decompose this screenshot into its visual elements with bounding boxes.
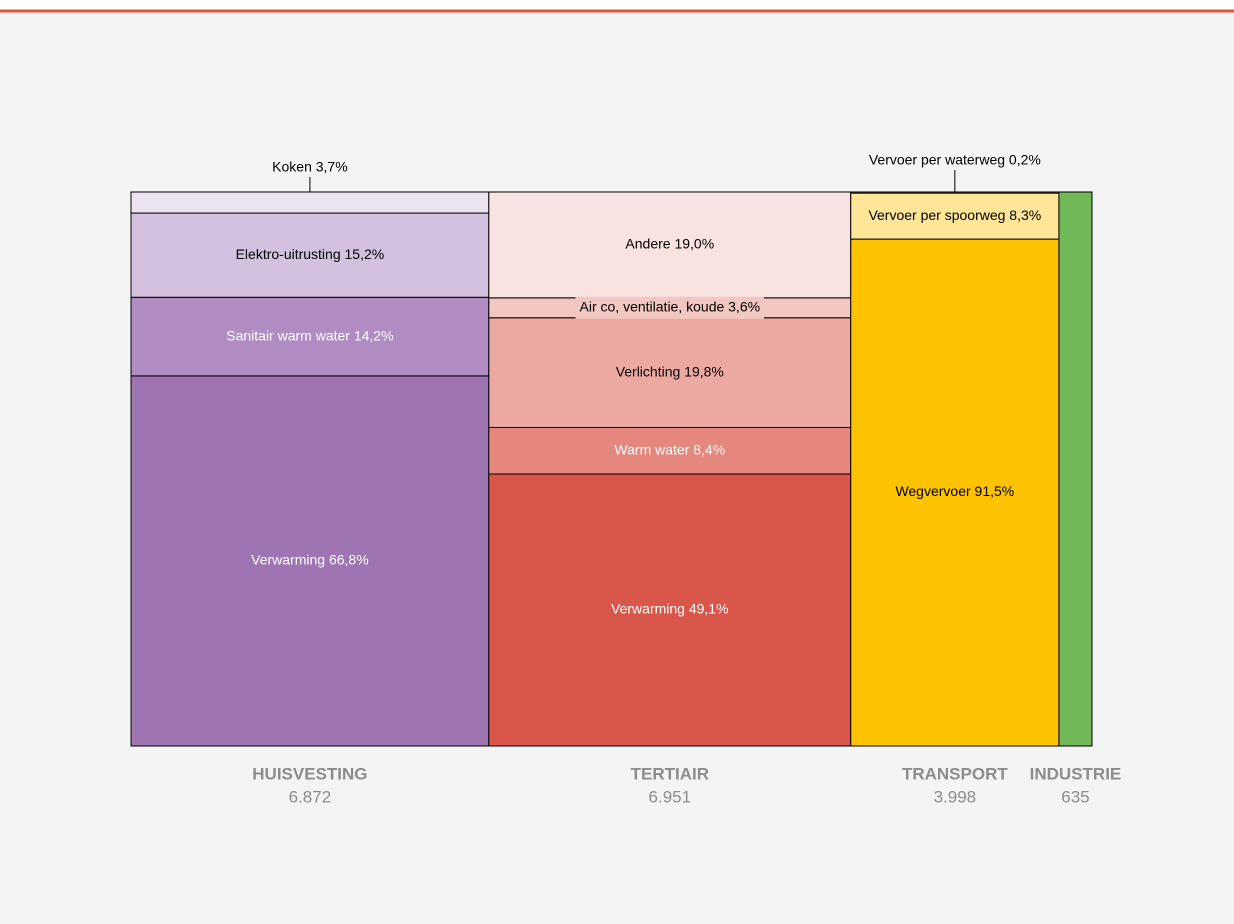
segment bbox=[130, 191, 490, 214]
column bbox=[1058, 191, 1093, 747]
category-label: HUISVESTING bbox=[252, 764, 367, 783]
segment-label: Air co, ventilatie, koude 3,6% bbox=[580, 298, 761, 314]
segment-label: Verwarming 66,8% bbox=[251, 552, 369, 568]
category-total: 635 bbox=[1061, 787, 1089, 806]
segment-label: Wegvervoer 91,5% bbox=[895, 483, 1014, 499]
segment-label: Verwarming 49,1% bbox=[611, 601, 729, 617]
category-total: 3.998 bbox=[934, 787, 977, 806]
segment-label: Vervoer per waterweg 0,2% bbox=[869, 152, 1041, 168]
segment-label: Andere 19,0% bbox=[625, 236, 714, 252]
segment bbox=[488, 473, 852, 747]
segment-label: Koken 3,7% bbox=[272, 159, 348, 175]
category-total: 6.951 bbox=[649, 787, 692, 806]
segment bbox=[130, 212, 490, 298]
segment-label: Sanitair warm water 14,2% bbox=[226, 327, 393, 343]
segment bbox=[130, 296, 490, 377]
segment bbox=[850, 192, 1060, 240]
category-label: TRANSPORT bbox=[902, 764, 1008, 783]
segment-label: Verlichting 19,8% bbox=[616, 363, 724, 379]
label-box bbox=[575, 296, 765, 319]
category-label: INDUSTRIE bbox=[1030, 764, 1122, 783]
segment-label: Warm water 8,4% bbox=[614, 441, 725, 457]
segment bbox=[488, 191, 852, 299]
segment bbox=[850, 191, 1060, 194]
segment bbox=[130, 375, 490, 747]
segment-label: Elektro-uitrusting 15,2% bbox=[236, 246, 385, 262]
category-total: 6.872 bbox=[289, 787, 332, 806]
segment-label: Vervoer per spoorweg 8,3% bbox=[868, 207, 1041, 223]
header-strip bbox=[0, 0, 1234, 10]
category-label: TERTIAIR bbox=[631, 764, 709, 783]
segment bbox=[488, 317, 852, 428]
